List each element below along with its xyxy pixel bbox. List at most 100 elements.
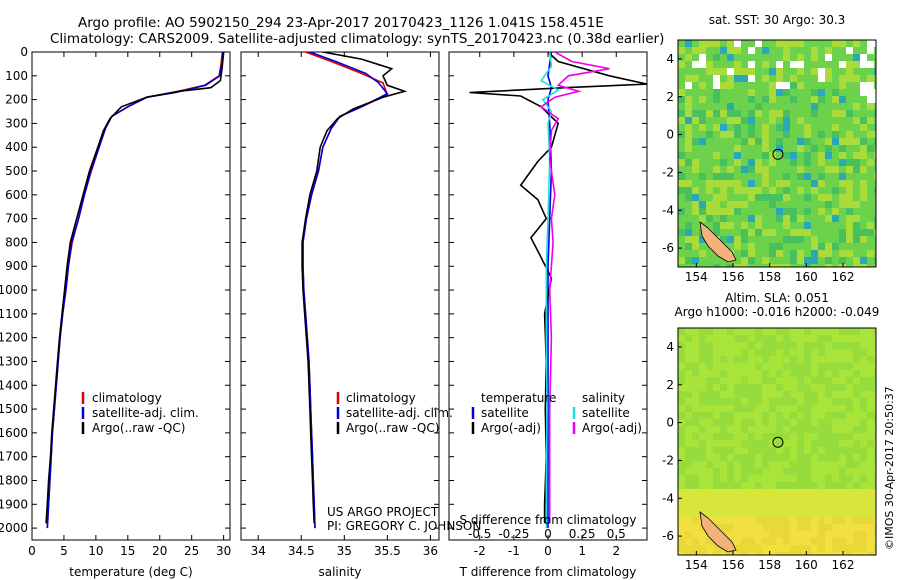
map-cell xyxy=(706,82,714,90)
map-cell xyxy=(811,131,819,139)
map-cell xyxy=(713,68,721,76)
map-cell xyxy=(790,440,798,448)
map-cell xyxy=(874,545,876,553)
map-cell xyxy=(825,328,833,336)
map-cell xyxy=(825,243,833,251)
map-cell xyxy=(839,447,847,455)
legend-label-argo: Argo(..raw -QC) xyxy=(92,421,185,435)
map-cell xyxy=(734,222,742,230)
map-cell xyxy=(706,419,714,427)
map-cell xyxy=(860,131,868,139)
map-cell xyxy=(678,524,686,532)
map-cell xyxy=(839,489,847,497)
map-cell xyxy=(741,166,749,174)
map-cell xyxy=(825,54,833,62)
map-cell xyxy=(846,328,854,336)
map-cell xyxy=(699,335,707,343)
map-cell xyxy=(713,384,721,392)
map-cell xyxy=(727,503,735,511)
map-cell xyxy=(825,194,833,202)
map-cell xyxy=(755,363,763,371)
map-cell xyxy=(839,47,847,55)
map-cell xyxy=(874,482,876,490)
map-cell xyxy=(776,257,784,265)
map-cell xyxy=(825,222,833,230)
map-cell xyxy=(832,538,840,546)
map-cell xyxy=(727,236,735,244)
map-cell xyxy=(790,187,798,195)
map-cell xyxy=(867,524,875,532)
map-cell xyxy=(699,117,707,125)
map-cell xyxy=(832,489,840,497)
map-cell xyxy=(797,264,805,267)
map-cell xyxy=(755,131,763,139)
map-cell xyxy=(727,405,735,413)
map-cell xyxy=(748,517,756,525)
map-cell xyxy=(748,552,756,555)
map-cell xyxy=(713,110,721,118)
map-cell xyxy=(685,468,693,476)
map-cell xyxy=(797,391,805,399)
map-cell xyxy=(825,236,833,244)
map-cell xyxy=(734,208,742,216)
map-cell xyxy=(783,426,791,434)
map-cell xyxy=(678,468,686,476)
map-cell xyxy=(755,531,763,539)
map-cell xyxy=(832,222,840,230)
map-cell xyxy=(811,152,819,160)
map-cell xyxy=(727,426,735,434)
map-cell xyxy=(734,166,742,174)
map-cell xyxy=(748,370,756,378)
map-cell xyxy=(692,166,700,174)
map-cell xyxy=(727,82,735,90)
map-cell xyxy=(783,152,791,160)
map-cell xyxy=(853,468,861,476)
map-cell xyxy=(846,47,854,55)
map-cell xyxy=(825,426,833,434)
map-cell xyxy=(741,236,749,244)
map-cell xyxy=(755,349,763,357)
map-cell xyxy=(783,489,791,497)
map-cell xyxy=(853,328,861,336)
map-cell xyxy=(685,524,693,532)
map-cell xyxy=(860,363,868,371)
map-cell xyxy=(741,503,749,511)
map-cell xyxy=(748,159,756,167)
map-cell xyxy=(874,243,876,251)
map-cell xyxy=(713,433,721,441)
map-cell xyxy=(853,257,861,265)
map-cell xyxy=(867,222,875,230)
map-cell xyxy=(860,440,868,448)
map-cell xyxy=(727,489,735,497)
map-cell xyxy=(853,103,861,111)
map-cell xyxy=(720,398,728,406)
map-cell xyxy=(699,433,707,441)
island-shape xyxy=(699,221,737,263)
map-cell xyxy=(734,356,742,364)
map-cell xyxy=(839,384,847,392)
map-cell xyxy=(776,103,784,111)
map-cell xyxy=(706,131,714,139)
map-cell xyxy=(692,363,700,371)
map-cell xyxy=(692,384,700,392)
map-cell xyxy=(790,40,798,48)
map-cell xyxy=(769,384,777,392)
map-cell xyxy=(748,335,756,343)
map-cell xyxy=(678,517,686,525)
map-cell xyxy=(839,328,847,336)
map-cell xyxy=(755,250,763,258)
map-cell xyxy=(734,447,742,455)
y-tick-label: 700 xyxy=(5,212,28,226)
map-cell xyxy=(678,335,686,343)
map-cell xyxy=(706,328,714,336)
map-cell xyxy=(874,166,876,174)
map-cell xyxy=(790,201,798,209)
map-cell xyxy=(762,54,770,62)
map-cell xyxy=(734,264,742,267)
map-cell xyxy=(825,398,833,406)
island-shape xyxy=(699,511,737,553)
map-cell xyxy=(741,370,749,378)
map-cell xyxy=(867,391,875,399)
map-cell xyxy=(741,328,749,336)
map-cell xyxy=(706,166,714,174)
